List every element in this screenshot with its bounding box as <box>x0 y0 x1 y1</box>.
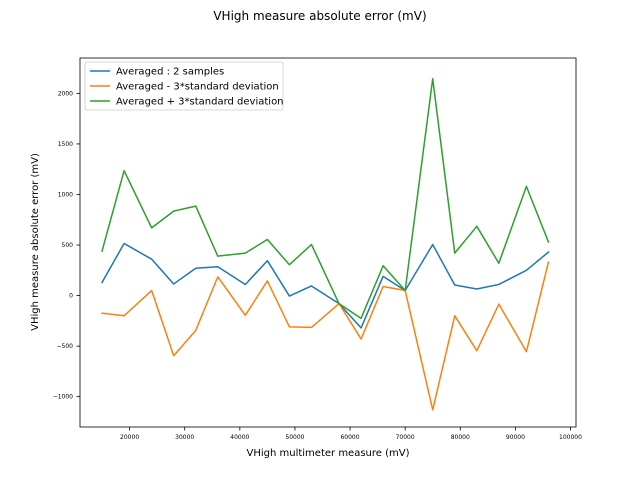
x-tick-label: 20000 <box>120 434 139 441</box>
series-group <box>101 77 550 411</box>
y-tick-label: 1000 <box>58 191 73 198</box>
x-tick-label: 50000 <box>285 434 304 441</box>
x-tick-label: 70000 <box>396 434 415 441</box>
y-tick-label: 0 <box>69 293 73 300</box>
y-tick-label: 2000 <box>58 90 73 97</box>
series-line-2 <box>101 261 550 411</box>
plot-area <box>79 57 577 428</box>
chart-title: VHigh measure absolute error (mV) <box>213 9 426 23</box>
legend-box <box>84 61 284 111</box>
x-tick-label: 80000 <box>451 434 470 441</box>
y-axis-label: VHigh measure absolute error (mV) <box>30 153 41 331</box>
y-tick-label: 500 <box>62 242 74 249</box>
legend-label-3: Averaged + 3*standard deviation <box>116 97 284 108</box>
x-axis: 20000 30000 40000 50000 60000 70000 80000 90000… <box>120 427 582 441</box>
y-tick-label: −500 <box>57 343 74 350</box>
series-line-1 <box>101 242 550 329</box>
x-axis-label: VHigh multimeter measure (mV) <box>247 448 410 459</box>
legend-label-2: Averaged - 3*standard deviation <box>116 82 279 93</box>
series-line-3 <box>101 77 550 320</box>
legend: Averaged : 2 samples Averaged - 3*standar… <box>84 61 284 111</box>
legend-label-1: Averaged : 2 samples <box>116 67 224 78</box>
y-tick-label: 1500 <box>58 141 73 148</box>
y-tick-label: −1000 <box>53 394 73 401</box>
x-tick-label: 40000 <box>230 434 249 441</box>
x-tick-label: 90000 <box>506 434 525 441</box>
y-axis: −1000 −500 0 500 1000 1500 2000 <box>53 90 80 401</box>
x-tick-label: 30000 <box>175 434 194 441</box>
x-tick-label: 60000 <box>340 434 359 441</box>
x-tick-label: 100000 <box>559 434 582 441</box>
